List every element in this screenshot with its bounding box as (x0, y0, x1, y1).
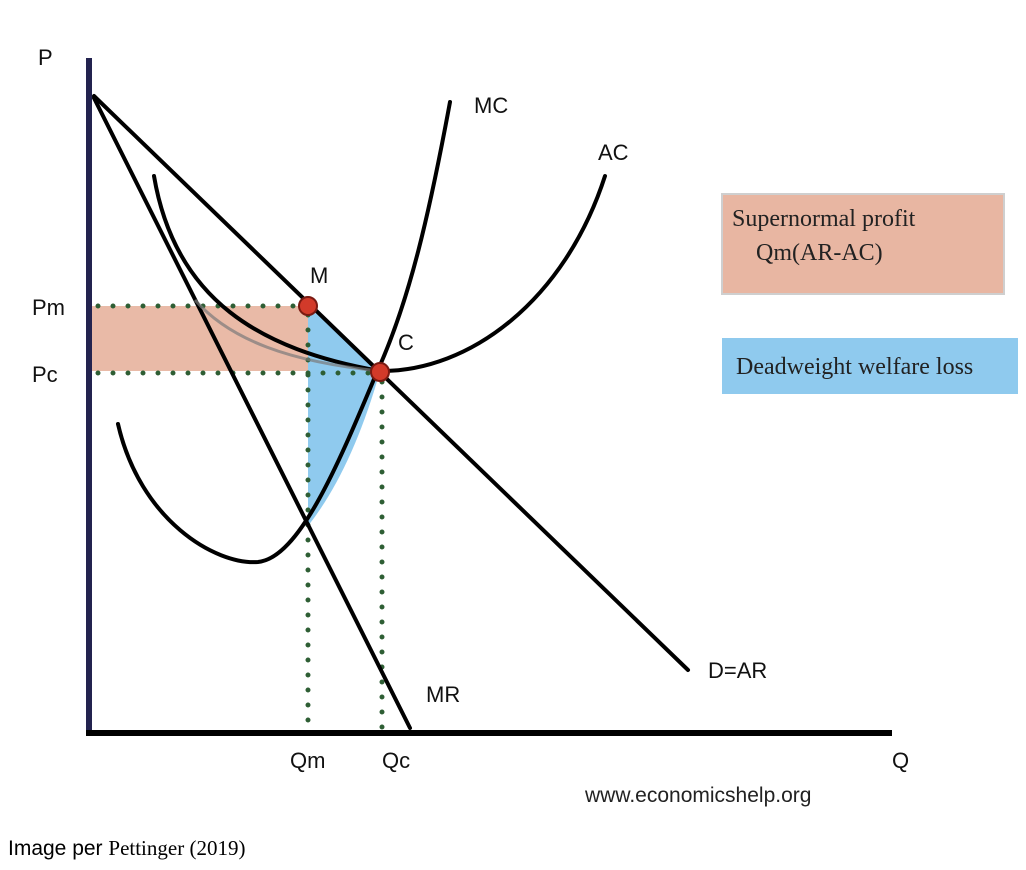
pm-label: Pm (32, 295, 65, 320)
mr-label: MR (426, 682, 460, 707)
point-m-marker (298, 296, 318, 316)
demand-label: D=AR (708, 658, 767, 683)
qm-label: Qm (290, 748, 325, 773)
y-axis-label: P (38, 45, 53, 70)
mr-curve (92, 96, 412, 730)
pc-label: Pc (32, 362, 58, 387)
image-caption: Image per Pettinger (2019) (8, 836, 245, 861)
deadweight-loss-area (308, 306, 380, 526)
legend-deadweight-swatch (722, 338, 1018, 394)
demand-curve (92, 94, 690, 672)
legend-deadweight-loss: Deadweight welfare loss (722, 338, 1018, 394)
legend-supernormal-profit: Supernormal profit Qm(AR-AC) (721, 193, 1005, 295)
mc-label: MC (474, 93, 508, 118)
source-url: www.economicshelp.org (584, 784, 811, 807)
point-c-label: C (398, 330, 414, 355)
caption-citation: Pettinger (2019) (108, 836, 246, 860)
mc-curve (116, 100, 452, 565)
x-axis-label: Q (892, 748, 909, 773)
point-c-marker (370, 362, 390, 382)
legend-profit-swatch (721, 193, 1005, 295)
legend-deadweight-text: Deadweight welfare loss (736, 354, 973, 380)
legend-profit-line1: Supernormal profit (732, 206, 916, 232)
ac-label: AC (598, 140, 629, 165)
caption-prefix: Image per (8, 837, 109, 860)
qc-label: Qc (382, 748, 410, 773)
ac-curve-overlap (193, 299, 381, 373)
point-m-label: M (310, 263, 328, 288)
legend-profit-line2: Qm(AR-AC) (756, 240, 883, 266)
